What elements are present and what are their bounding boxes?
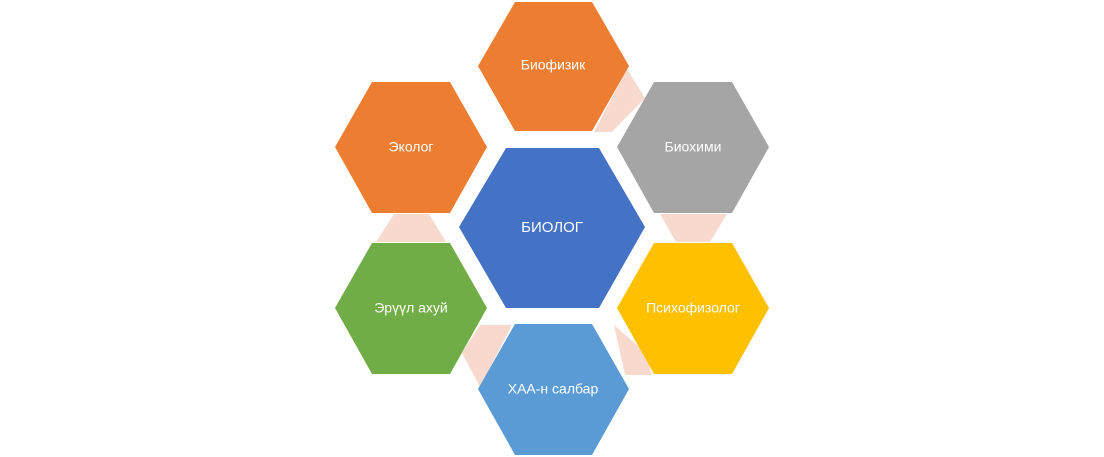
hex-biofizik: Биофизик <box>478 2 629 131</box>
hex-psihofiziolog: Психофизолог <box>617 243 769 374</box>
hex-haa-salbar: ХАА-н салбар <box>478 324 629 455</box>
center-label: БИОЛОГ <box>521 219 583 236</box>
hex-eruul-ahui: Эрүүл ахуй <box>335 243 487 374</box>
connectors <box>376 69 727 387</box>
connector-biohimi-psihofiziolog <box>660 214 727 242</box>
hex-label-biofizik: Биофизик <box>521 57 586 73</box>
connector-psihofiziolog-haa <box>614 325 652 375</box>
connector-biofizik-biohimi <box>594 69 645 132</box>
hex-label-ekolog: Эколог <box>388 139 433 155</box>
hex-label-eruul-ahui: Эрүүл ахуй <box>374 300 448 316</box>
hex-label-psihofiziolog: Психофизолог <box>646 300 740 316</box>
hex-biohimi: Биохими <box>617 82 769 213</box>
hex-label-haa-salbar: ХАА-н салбар <box>508 381 599 397</box>
hex-label-biohimi: Биохими <box>665 139 722 155</box>
hex-ekolog: Эколог <box>335 82 487 213</box>
hex-center-biolog: БИОЛОГ <box>459 148 645 308</box>
connector-eruul-ekolog <box>376 214 446 242</box>
connector-haa-eruul <box>462 325 512 387</box>
